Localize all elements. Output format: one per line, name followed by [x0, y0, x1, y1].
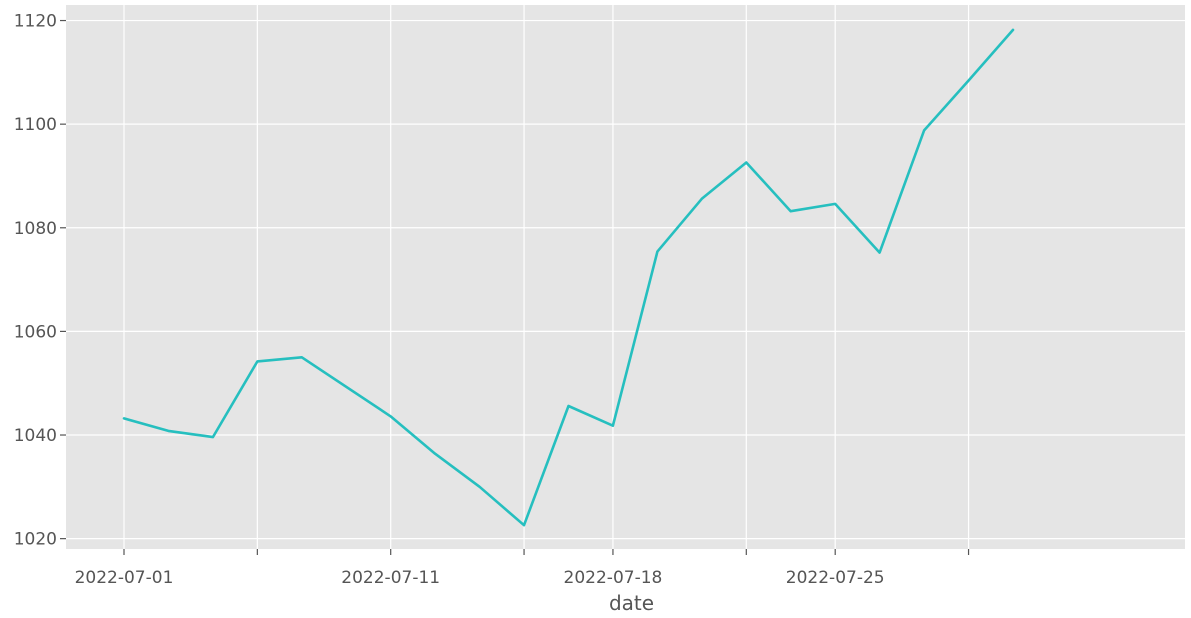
- series-line: [122, 28, 1015, 527]
- x-tick-label: 2022-07-11: [341, 568, 440, 588]
- axis-ticks: [60, 19, 970, 555]
- plot-background: [66, 5, 1185, 549]
- y-tick-label: 1080: [14, 219, 57, 239]
- y-tick-label: 1040: [14, 426, 57, 446]
- x-axis-title: date: [609, 591, 654, 615]
- tick-labels: 2022-07-01 2022-07-11 2022-07-18 2022-07-25…: [14, 12, 885, 588]
- y-tick-label: 1120: [14, 12, 57, 32]
- y-tick-label: 1060: [14, 322, 57, 342]
- x-tick-label: 2022-07-18: [564, 568, 663, 588]
- y-tick-label: 1100: [14, 115, 57, 135]
- x-tick-label: 2022-07-01: [75, 568, 174, 588]
- y-tick-label: 1020: [14, 530, 57, 550]
- x-tick-label: 2022-07-25: [786, 568, 885, 588]
- grid-lines: [66, 5, 1185, 549]
